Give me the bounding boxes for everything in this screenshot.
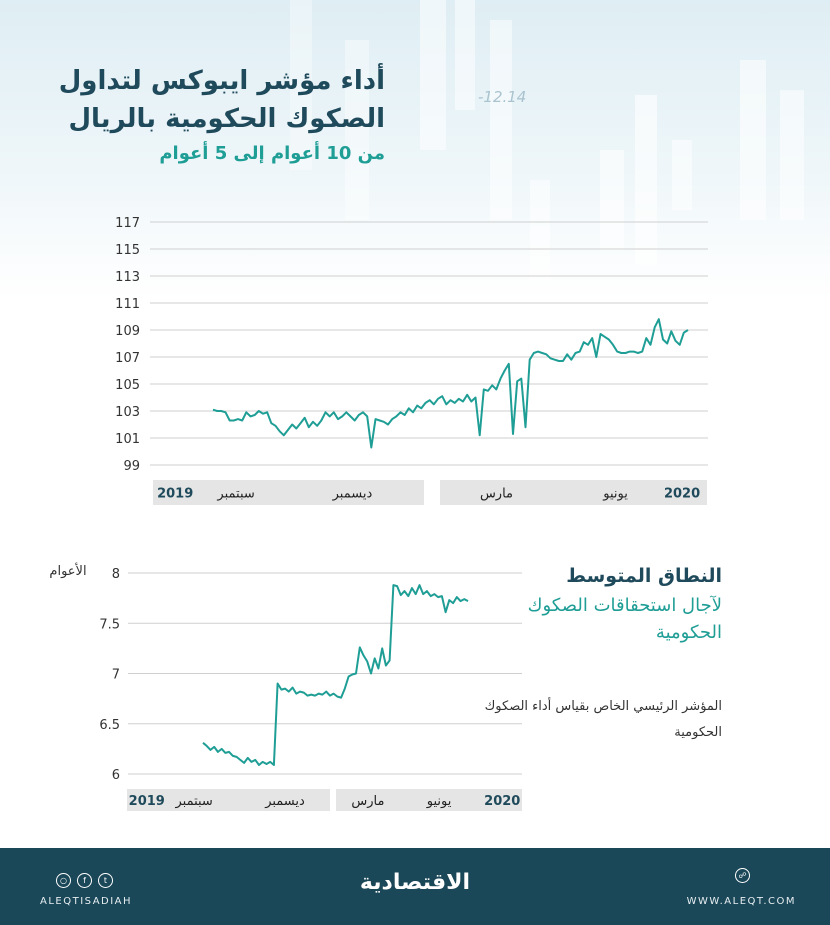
x-tick-label: سبتمبر (174, 794, 212, 809)
x-tick-label: يونيو (602, 487, 628, 502)
facebook-icon[interactable]: f (77, 873, 92, 888)
website-link[interactable]: WWW.ALEQT.COM (686, 896, 796, 907)
x-tick-label: مارس (480, 487, 513, 502)
background-ticker-number: -12.14 (478, 88, 527, 106)
maturity-line-chart: 8 7.5 7 6.5 6 2019 سبتمبر ديسمبر مارس يونيو 2020 ال… (49, 562, 522, 811)
side-subtitle: لآجال استحقاقات الصكوك الحكومية (527, 595, 722, 643)
x-tick-label: 2020 (664, 487, 700, 502)
x-tick-label: يونيو (426, 794, 452, 809)
x-tick-label: ديسمبر (332, 487, 373, 502)
x-axis-band (153, 480, 424, 505)
y-tick-label: 117 (115, 216, 140, 231)
x-axis-band (440, 480, 707, 505)
instagram-icon[interactable]: ○ (56, 873, 71, 888)
page-title: أداء مؤشر ايبوكس لتداول الصكوك الحكومية … (58, 66, 385, 134)
y-tick-label: 7.5 (99, 617, 120, 632)
y-tick-label: 6 (112, 768, 120, 783)
page-subtitle: من 10 أعوام إلى 5 أعوام (159, 143, 385, 164)
x-tick-label: سبتمبر (216, 487, 254, 502)
y-tick-label: 7 (112, 668, 120, 683)
charts-canvas: 117 115 113 111 109 107 105 103 101 99 2019 سبتمبر د… (49, 216, 708, 811)
x-axis-band (127, 789, 330, 811)
series-line (212, 318, 689, 449)
y-tick-label: 103 (115, 405, 140, 420)
y-tick-label: 111 (115, 297, 140, 312)
x-tick-label: 2020 (484, 794, 520, 809)
web-icon[interactable]: ☍ (735, 868, 750, 883)
y-tick-label: 99 (123, 459, 140, 474)
y-tick-label: 101 (115, 432, 140, 447)
x-tick-label: مارس (351, 794, 384, 809)
x-axis-band (336, 789, 522, 811)
y-tick-label: 115 (115, 243, 140, 258)
social-handle[interactable]: ALEQTISADIAH (40, 896, 133, 907)
x-tick-label: 2019 (157, 487, 193, 502)
footer: ○ f t ALEQTISADIAH الاقتصادية ☍ WWW.ALEQT.… (0, 848, 830, 925)
side-description: المؤشر الرئيسي الخاص بقياس أداء الصكوك ا… (484, 699, 722, 740)
brand-logo: الاقتصادية (359, 870, 471, 895)
x-tick-label: 2019 (129, 794, 165, 809)
y-axis-label: الأعوام (49, 562, 86, 579)
y-tick-label: 107 (115, 351, 140, 366)
y-tick-label: 109 (115, 324, 140, 339)
series-line (202, 584, 469, 766)
x-tick-label: ديسمبر (264, 794, 305, 809)
social-icons: ○ f t (56, 868, 119, 888)
y-tick-label: 105 (115, 378, 140, 393)
y-tick-label: 6.5 (99, 718, 120, 733)
side-title: النطاق المتوسط (566, 565, 722, 587)
main-line-chart: 117 115 113 111 109 107 105 103 101 99 2019 سبتمبر د… (115, 216, 708, 505)
header-background (0, 0, 830, 300)
twitter-icon[interactable]: t (98, 873, 113, 888)
y-tick-label: 113 (115, 270, 140, 285)
y-tick-label: 8 (112, 567, 120, 582)
